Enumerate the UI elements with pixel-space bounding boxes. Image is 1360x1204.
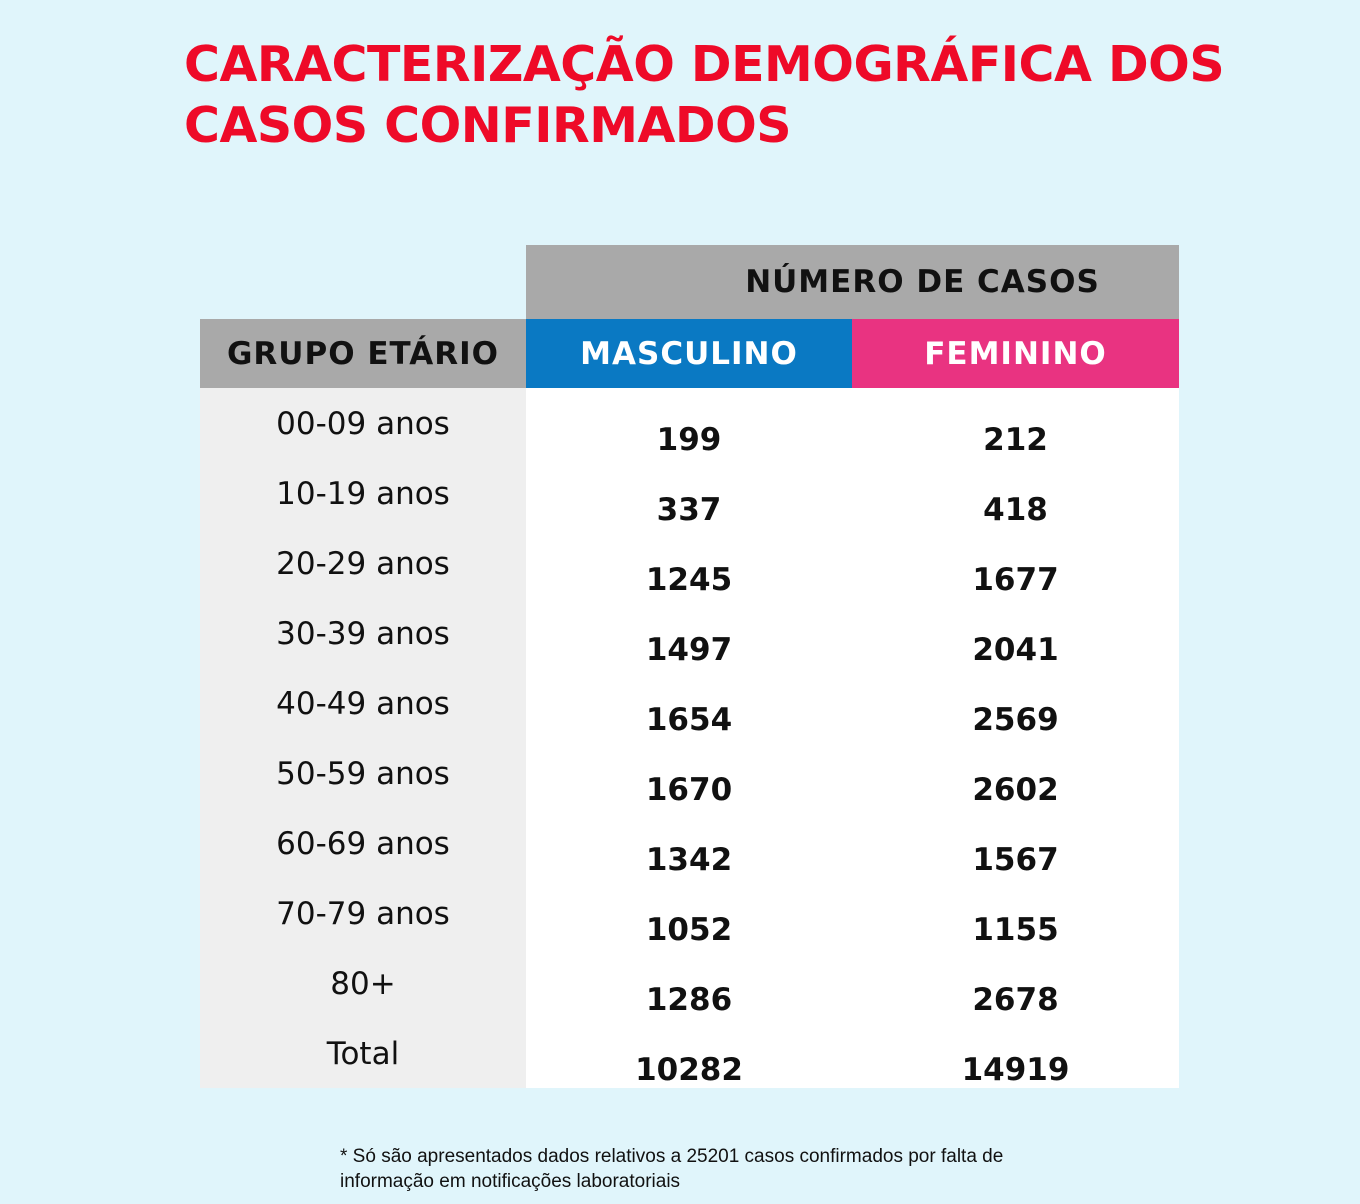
- age-group-label: 40-49 anos: [276, 686, 450, 722]
- male-count: 337: [656, 492, 722, 528]
- age-group-label: 80+: [330, 966, 396, 1002]
- male-total: 10282: [635, 1052, 743, 1088]
- table-row: 20-29 anos 1245 1677: [200, 528, 1179, 598]
- female-count: 2678: [972, 982, 1059, 1018]
- male-count: 1245: [645, 562, 733, 598]
- footnote-line-1: * Só são apresentados dados relativos a …: [340, 1146, 1004, 1167]
- age-group-label: 60-69 anos: [276, 826, 450, 862]
- values-column: [526, 388, 1179, 1088]
- female-count: 418: [983, 492, 1048, 528]
- male-count: 1342: [645, 842, 733, 878]
- header-grupo-etario: GRUPO ETÁRIO: [200, 319, 526, 388]
- header-numero-de-casos: NÚMERO DE CASOS: [526, 245, 1179, 319]
- table-row: 10-19 anos 337 418: [200, 458, 1179, 528]
- male-count: 1654: [645, 702, 733, 738]
- male-count: 1286: [645, 982, 733, 1018]
- header-masculino: MASCULINO: [526, 319, 852, 388]
- table-row-total: Total 10282 14919: [200, 1018, 1179, 1088]
- total-label: Total: [326, 1036, 400, 1072]
- female-total: 14919: [961, 1052, 1070, 1088]
- age-group-label: 50-59 anos: [276, 756, 450, 792]
- table-row: 40-49 anos 1654 2569: [200, 668, 1179, 738]
- table-row: 80+ 1286 2678: [200, 948, 1179, 1018]
- female-count: 2602: [972, 772, 1059, 808]
- age-group-label: 10-19 anos: [276, 476, 450, 512]
- header-feminino: FEMININO: [852, 319, 1179, 388]
- table-row: 60-69 anos 1342 1567: [200, 808, 1179, 878]
- age-group-label: 20-29 anos: [276, 546, 450, 582]
- male-count: 1670: [645, 772, 733, 808]
- female-count: 1677: [972, 562, 1059, 598]
- age-group-label: 70-79 anos: [276, 896, 450, 932]
- age-group-column: [200, 388, 526, 1088]
- female-count: 1567: [972, 842, 1059, 878]
- age-group-label: 30-39 anos: [276, 616, 450, 652]
- age-group-label: 00-09 anos: [276, 406, 450, 442]
- footnote-line-2: informação em notificações laboratoriais: [340, 1171, 681, 1192]
- footnote: * Só são apresentados dados relativos a …: [340, 1144, 1100, 1194]
- title-line-1: CARACTERIZAÇÃO DEMOGRÁFICA DOS: [184, 36, 1225, 93]
- table-row: 70-79 anos 1052 1155: [200, 878, 1179, 948]
- female-count: 2569: [972, 702, 1059, 738]
- male-count: 1052: [645, 912, 733, 948]
- female-count: 212: [983, 422, 1048, 458]
- page-title: CARACTERIZAÇÃO DEMOGRÁFICA DOS CASOS CON…: [184, 34, 1284, 156]
- table-row: 50-59 anos 1670 2602: [200, 738, 1179, 808]
- title-line-2: CASOS CONFIRMADOS: [184, 97, 792, 154]
- table-row: 00-09 anos 199 212: [200, 388, 1179, 458]
- female-count: 1155: [972, 912, 1059, 948]
- male-count: 199: [656, 422, 722, 458]
- table-row: 30-39 anos 1497 2041: [200, 598, 1179, 668]
- female-count: 2041: [972, 632, 1059, 668]
- male-count: 1497: [645, 632, 733, 668]
